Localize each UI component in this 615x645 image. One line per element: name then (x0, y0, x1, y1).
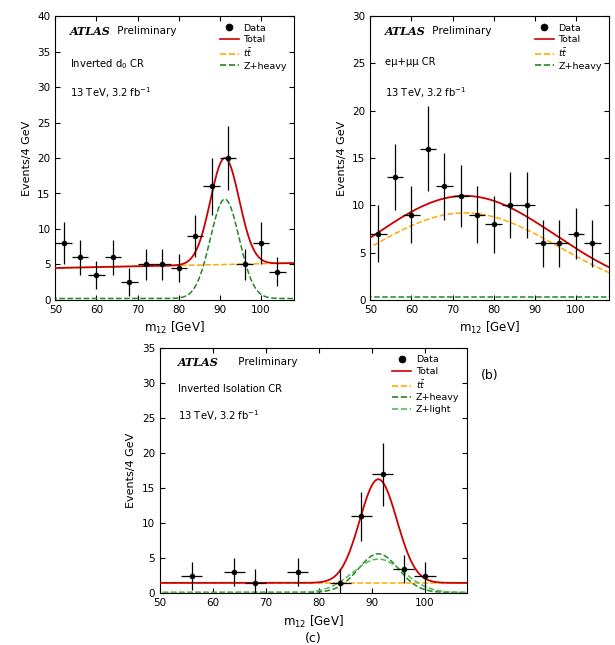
Text: 13 TeV, 3.2 fb$^{-1}$: 13 TeV, 3.2 fb$^{-1}$ (384, 86, 466, 101)
X-axis label: m$_{12}$ [GeV]: m$_{12}$ [GeV] (284, 614, 344, 630)
Text: ATLAS: ATLAS (178, 357, 219, 368)
Legend: Data, Total, $t\bar{t}$, Z+heavy: Data, Total, $t\bar{t}$, Z+heavy (534, 24, 601, 71)
X-axis label: m$_{12}$ [GeV]: m$_{12}$ [GeV] (459, 321, 520, 337)
Text: Preliminary: Preliminary (114, 26, 177, 36)
X-axis label: m$_{12}$ [GeV]: m$_{12}$ [GeV] (145, 321, 205, 337)
Legend: Data, Total, $t\bar{t}$, Z+heavy, Z+light: Data, Total, $t\bar{t}$, Z+heavy, Z+ligh… (392, 355, 459, 414)
Text: eμ+μμ CR: eμ+μμ CR (384, 57, 435, 67)
Text: 13 TeV, 3.2 fb$^{-1}$: 13 TeV, 3.2 fb$^{-1}$ (178, 408, 260, 423)
Y-axis label: Events/4 GeV: Events/4 GeV (126, 433, 137, 508)
Text: ATLAS: ATLAS (384, 26, 426, 37)
Y-axis label: Events/4 GeV: Events/4 GeV (336, 121, 347, 195)
Text: Inverted Isolation CR: Inverted Isolation CR (178, 384, 282, 394)
Text: 13 TeV, 3.2 fb$^{-1}$: 13 TeV, 3.2 fb$^{-1}$ (69, 86, 151, 101)
Text: Preliminary: Preliminary (429, 26, 491, 36)
Text: (b): (b) (481, 370, 498, 382)
Text: Inverted d$_0$ CR: Inverted d$_0$ CR (69, 57, 145, 71)
Text: Preliminary: Preliminary (235, 357, 298, 367)
Legend: Data, Total, $t\bar{t}$, Z+heavy: Data, Total, $t\bar{t}$, Z+heavy (220, 24, 287, 71)
Y-axis label: Events/4 GeV: Events/4 GeV (22, 121, 32, 195)
Text: ATLAS: ATLAS (69, 26, 111, 37)
Text: (a): (a) (166, 370, 183, 382)
Text: (c): (c) (305, 632, 322, 645)
